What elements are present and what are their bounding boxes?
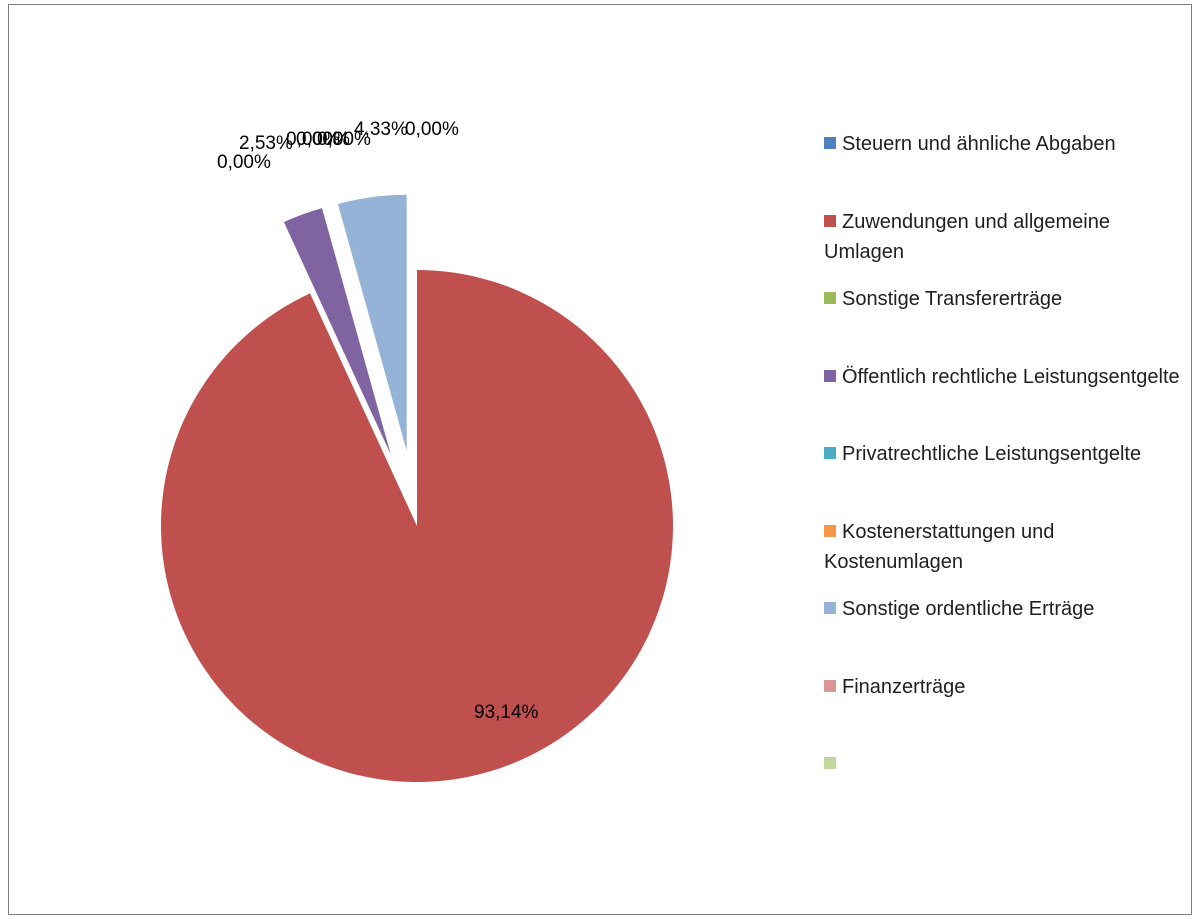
legend-swatch (824, 757, 836, 769)
data-label: 0,00% (405, 119, 459, 140)
data-label: 93,14% (474, 702, 539, 723)
legend-item: Sonstige ordentliche Erträge (824, 594, 1184, 624)
legend-label: Steuern und ähnliche Abgaben (842, 133, 1116, 155)
legend-label: Sonstige ordentliche Erträge (842, 598, 1095, 620)
legend-label: Zuwendungen und allgemeine Umlagen (824, 211, 1110, 263)
legend-item: Finanzerträge (824, 672, 1184, 702)
pie-slice (160, 270, 673, 782)
legend-item: Sonstige Transfererträge (824, 284, 1184, 314)
pie-chart: 0,00%93,14%0,00%2,53% 0,00%0,00% 4,33%0,00… (160, 119, 673, 782)
data-label: 0,00% (217, 152, 271, 173)
data-label: 0,00% (286, 129, 340, 150)
legend-item (824, 749, 1184, 779)
data-label: 4,33% (354, 119, 408, 140)
legend-swatch (824, 525, 836, 537)
legend-item: Zuwendungen und allgemeine Umlagen (824, 207, 1184, 267)
legend-swatch (824, 137, 836, 149)
data-label: 2,53% (239, 133, 293, 154)
legend-label: Privatrechtliche Leistungsentgelte (842, 443, 1142, 465)
legend-label: Kostenerstattungen und Kostenumlagen (824, 521, 1055, 573)
legend-item: Öffentlich rechtliche Leistungsentgelte (824, 362, 1184, 392)
legend-swatch (824, 292, 836, 304)
legend-label: Sonstige Transfererträge (842, 288, 1063, 310)
legend-swatch (824, 680, 836, 692)
legend-swatch (824, 447, 836, 459)
pie-slice (283, 208, 391, 455)
legend-item: Steuern und ähnliche Abgaben (824, 129, 1184, 159)
legend-label: Finanzerträge (842, 676, 966, 698)
legend-item: Kostenerstattungen und Kostenumlagen (824, 517, 1184, 577)
legend-label: Öffentlich rechtliche Leistungsentgelte (842, 366, 1180, 388)
legend-swatch (824, 215, 836, 227)
pie-slice (337, 194, 407, 451)
chart-area: 0,00% 93,14% 0,00% 2,53% 0,00% 0,00% 4,33% 0,00… (8, 4, 1192, 915)
legend-swatch (824, 370, 836, 382)
data-label: 0,00% (317, 129, 371, 150)
legend-item: Privatrechtliche Leistungsentgelte (824, 439, 1184, 469)
legend-swatch (824, 602, 836, 614)
data-label: 0,00% (296, 129, 350, 150)
